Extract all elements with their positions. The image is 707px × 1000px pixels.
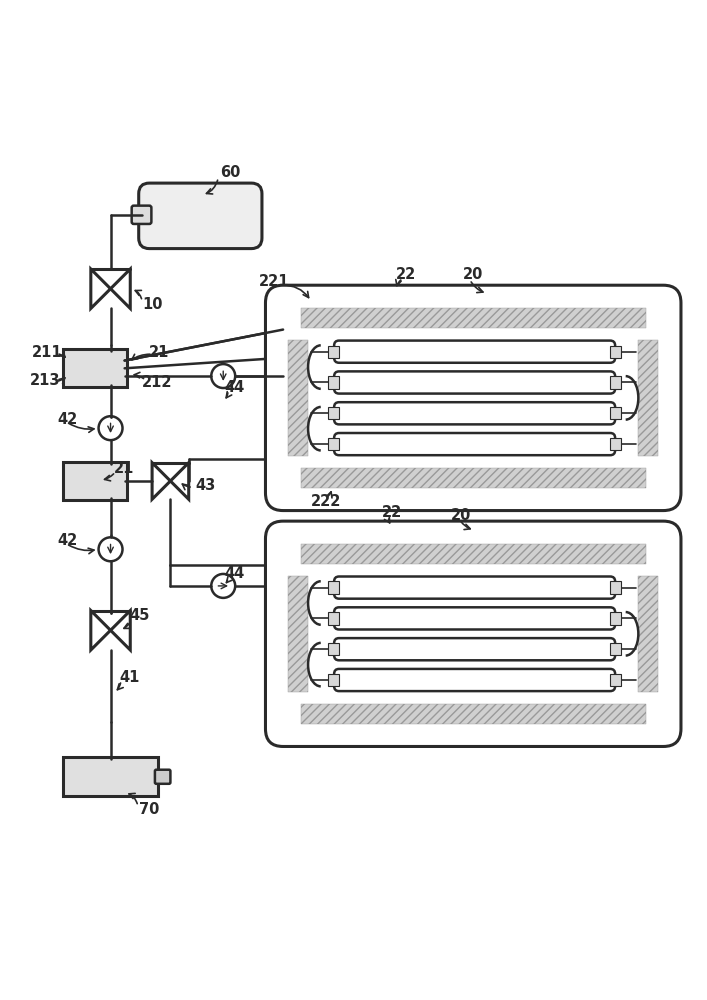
Circle shape [98,416,122,440]
FancyBboxPatch shape [265,521,681,746]
Text: 70: 70 [139,802,160,817]
Text: 213: 213 [30,373,60,388]
FancyBboxPatch shape [334,402,615,424]
Text: 21: 21 [114,461,134,476]
Bar [300,468,645,488]
FancyBboxPatch shape [334,371,615,394]
Bar [610,438,621,450]
Text: 222: 222 [311,494,341,509]
Text: 211: 211 [32,345,62,360]
Text: 44: 44 [224,566,244,581]
FancyBboxPatch shape [132,206,151,224]
Bar [610,346,621,358]
Bar [328,612,339,625]
Bar [328,438,339,450]
Text: 43: 43 [195,478,216,493]
Bar [610,407,621,419]
Text: 21: 21 [149,345,170,360]
Bar [300,544,645,564]
Bar [328,674,339,686]
Polygon shape [110,611,130,650]
FancyBboxPatch shape [63,462,127,500]
FancyBboxPatch shape [334,607,615,629]
Bar [610,376,621,389]
Text: 44: 44 [224,380,244,395]
Text: 22: 22 [382,505,402,520]
Text: 60: 60 [220,165,240,180]
Bar [610,581,621,594]
Text: 42: 42 [58,533,78,548]
Text: 42: 42 [58,412,78,427]
FancyBboxPatch shape [155,770,170,784]
Bar [610,643,621,655]
Text: 20: 20 [462,267,483,282]
Bar [288,576,308,692]
Bar [300,704,645,724]
Circle shape [98,537,122,561]
Bar [610,612,621,625]
Polygon shape [152,463,170,499]
FancyBboxPatch shape [334,341,615,363]
Bar [300,308,645,328]
FancyBboxPatch shape [334,669,615,691]
FancyBboxPatch shape [63,349,127,387]
FancyBboxPatch shape [334,638,615,660]
Bar [610,674,621,686]
Bar [328,376,339,389]
Bar [328,346,339,358]
Circle shape [211,364,235,388]
Polygon shape [170,463,189,499]
Bar [328,581,339,594]
Text: 10: 10 [142,297,163,312]
Bar [288,340,308,456]
Bar [638,576,658,692]
Polygon shape [110,269,130,308]
Text: 45: 45 [129,608,150,623]
Bar [638,340,658,456]
Circle shape [211,574,235,598]
FancyBboxPatch shape [139,183,262,249]
Bar [328,643,339,655]
FancyBboxPatch shape [63,757,158,796]
Polygon shape [90,611,110,650]
Text: 221: 221 [259,274,289,289]
FancyBboxPatch shape [265,285,681,511]
Text: 20: 20 [450,508,471,523]
FancyBboxPatch shape [334,433,615,455]
Bar [328,407,339,419]
Text: 212: 212 [142,375,173,390]
Text: 41: 41 [119,670,139,685]
Text: 22: 22 [396,267,416,282]
FancyBboxPatch shape [334,576,615,599]
Polygon shape [90,269,110,308]
